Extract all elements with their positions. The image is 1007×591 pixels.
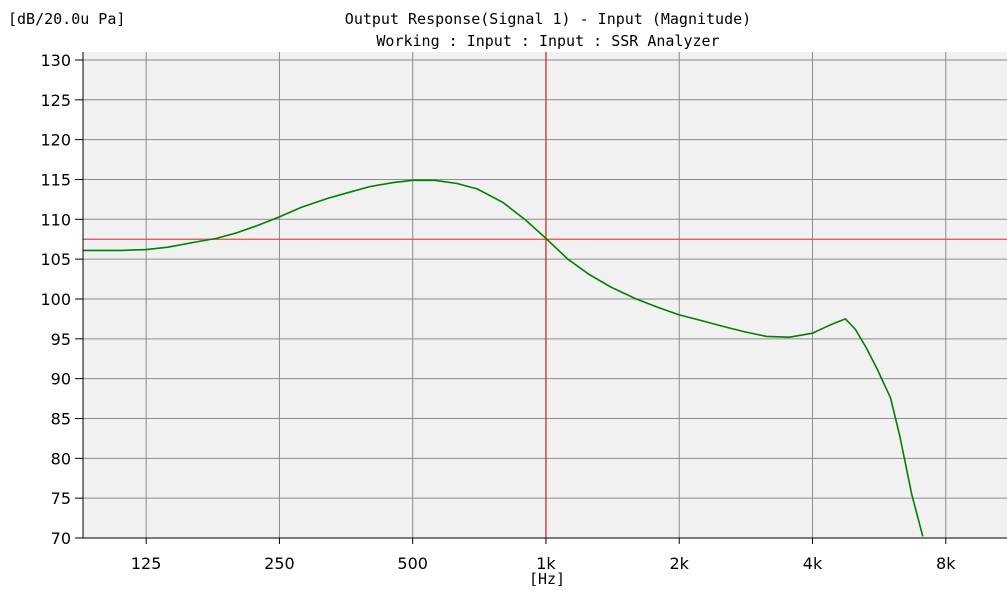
y-tick-label: 80 xyxy=(51,449,71,468)
x-tick-label: 4k xyxy=(803,554,823,573)
y-tick-label: 120 xyxy=(40,131,71,150)
y-tick-label: 75 xyxy=(51,489,71,508)
x-tick-label: 2k xyxy=(670,554,690,573)
y-tick-label: 85 xyxy=(51,409,71,428)
y-tick-label: 115 xyxy=(40,170,71,189)
x-axis-label: [Hz] xyxy=(529,570,565,588)
y-tick-label: 125 xyxy=(40,91,71,110)
x-axis: 125 250 500 1k 2k 4k 8k xyxy=(131,538,956,573)
x-tick-label: 250 xyxy=(264,554,295,573)
y-axis: 70 75 80 85 90 95 100 105 110 115 120 125 130 xyxy=(40,51,83,548)
x-tick-label: 500 xyxy=(397,554,428,573)
y-axis-unit-label: [dB/20.0u Pa] xyxy=(8,10,125,28)
y-tick-label: 90 xyxy=(51,370,71,389)
response-curve xyxy=(83,179,924,537)
y-tick-label: 95 xyxy=(51,330,71,349)
x-tick-label: 1k xyxy=(536,554,556,573)
y-tick-label: 100 xyxy=(40,290,71,309)
x-tick-label: 8k xyxy=(936,554,956,573)
chart-subtitle: Working : Input : Input : SSR Analyzer xyxy=(376,32,719,50)
y-tick-label: 110 xyxy=(40,210,71,229)
grid xyxy=(83,52,1007,538)
x-tick-label: 125 xyxy=(131,554,162,573)
chart-title: Output Response(Signal 1) - Input (Magni… xyxy=(345,10,751,28)
y-tick-label: 130 xyxy=(40,51,71,70)
y-tick-label: 105 xyxy=(40,250,71,269)
y-tick-label: 70 xyxy=(51,529,71,548)
plot-area[interactable] xyxy=(83,52,1007,538)
